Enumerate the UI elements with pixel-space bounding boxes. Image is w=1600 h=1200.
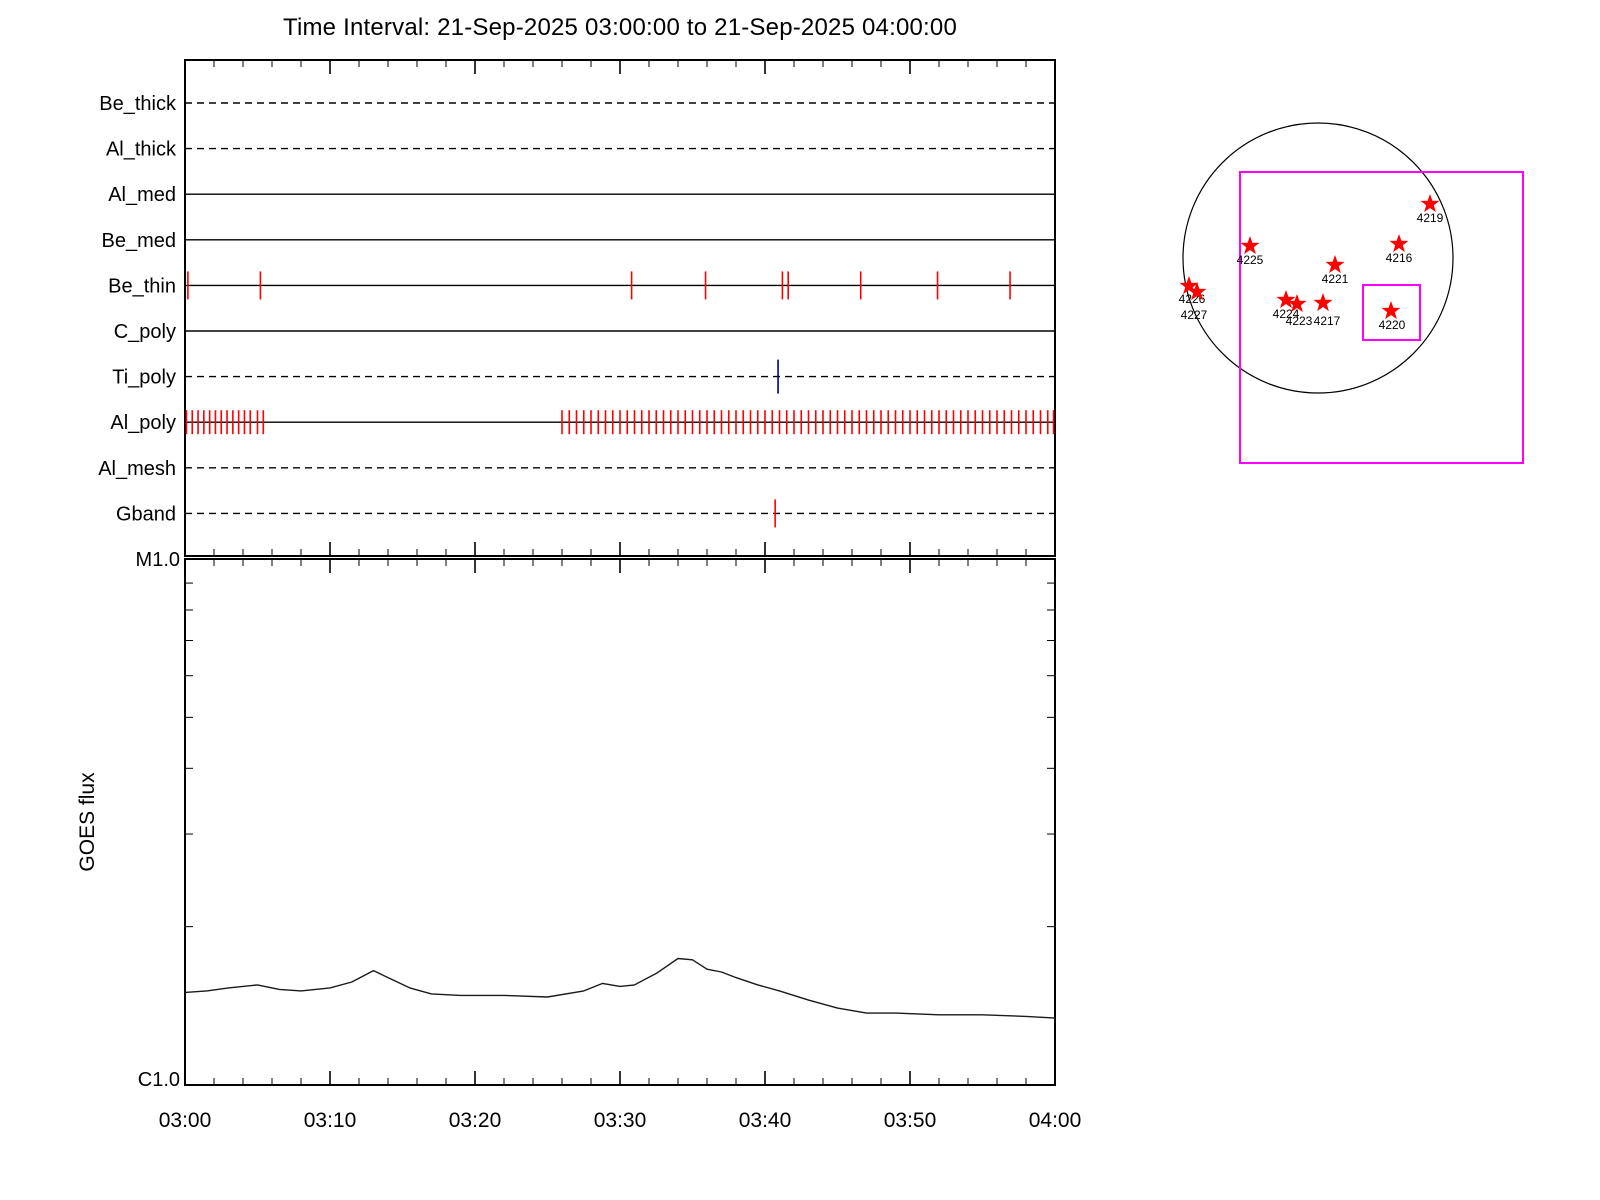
active-region-label-4216: 4216 bbox=[1386, 251, 1413, 265]
page-title: Time Interval: 21-Sep-2025 03:00:00 to 2… bbox=[282, 14, 958, 41]
channel-label-Al_med: Al_med bbox=[108, 184, 176, 206]
active-region-star-4217 bbox=[1313, 293, 1333, 312]
active-region-star-4226 bbox=[1179, 276, 1199, 295]
active-region-star-4216 bbox=[1389, 234, 1409, 253]
x-tick-label: 03:20 bbox=[449, 1109, 502, 1132]
active-region-label-4220: 4220 bbox=[1379, 318, 1406, 332]
active-region-star-4219 bbox=[1420, 194, 1440, 213]
x-tick-label: 03:00 bbox=[159, 1109, 212, 1132]
active-region-label-4217: 4217 bbox=[1314, 314, 1341, 328]
goes-flux-curve bbox=[184, 957, 1056, 1019]
active-region-label-4223: 4223 bbox=[1286, 314, 1313, 328]
channel-label-Al_thick: Al_thick bbox=[106, 139, 177, 161]
active-region-star-4224 bbox=[1276, 290, 1296, 309]
active-region-star-4227 bbox=[1187, 282, 1207, 301]
channel-label-Al_poly: Al_poly bbox=[110, 412, 176, 434]
goes-panel-border bbox=[184, 558, 1056, 1086]
goes-ymax-label: M1.0 bbox=[135, 549, 180, 571]
fov-box-2 bbox=[1362, 284, 1421, 341]
x-tick-label: 03:40 bbox=[739, 1109, 792, 1132]
x-tick-label: 03:10 bbox=[304, 1109, 357, 1132]
x-tick-label: 04:00 bbox=[1029, 1109, 1082, 1132]
active-region-star-4223 bbox=[1287, 294, 1307, 313]
active-region-star-4221 bbox=[1325, 255, 1345, 274]
active-region-label-4219: 4219 bbox=[1417, 211, 1444, 225]
channel-label-Be_thin: Be_thin bbox=[108, 275, 176, 297]
channel-label-Al_mesh: Al_mesh bbox=[98, 458, 176, 480]
active-region-star-4225 bbox=[1240, 236, 1260, 255]
x-tick-label: 03:30 bbox=[594, 1109, 647, 1132]
channel-label-Ti_poly: Ti_poly bbox=[112, 367, 176, 389]
active-region-label-4225: 4225 bbox=[1237, 253, 1264, 267]
fov-box-1 bbox=[1239, 171, 1524, 464]
x-tick-label: 03:50 bbox=[884, 1109, 937, 1132]
solar-limb-circle bbox=[1182, 122, 1454, 394]
active-region-label-4227: 4227 bbox=[1181, 308, 1208, 322]
channel-label-Gband: Gband bbox=[116, 503, 176, 525]
filter-panel-border bbox=[184, 59, 1056, 557]
channel-label-Be_thick: Be_thick bbox=[99, 93, 177, 115]
active-region-label-4221: 4221 bbox=[1322, 272, 1349, 286]
channel-label-C_poly: C_poly bbox=[114, 321, 176, 343]
goes-ymin-label: C1.0 bbox=[137, 1069, 180, 1091]
active-region-star-4220 bbox=[1381, 301, 1401, 320]
channel-label-Be_med: Be_med bbox=[102, 230, 177, 252]
